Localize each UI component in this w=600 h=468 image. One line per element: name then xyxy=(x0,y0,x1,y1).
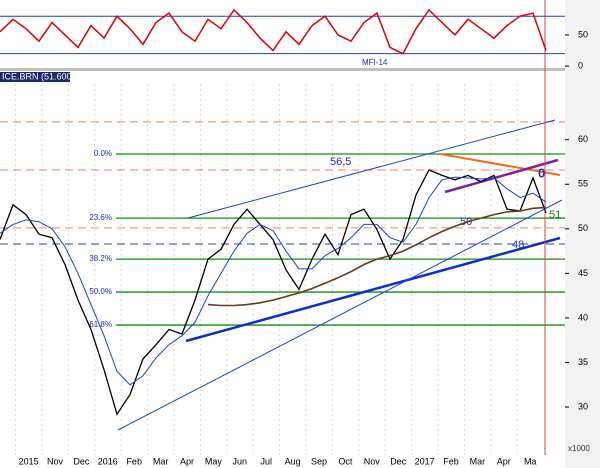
axis-area xyxy=(565,0,600,468)
x-tick-label: Jul xyxy=(260,456,272,466)
mfi-label: MFI-14 xyxy=(362,58,388,67)
fib-label: 23.6% xyxy=(89,213,112,222)
x-tick-label: Nov xyxy=(47,456,64,466)
annotation: 56,5 xyxy=(330,156,351,168)
x-tick-label: Feb xyxy=(126,456,142,466)
x-tick-label: Apr xyxy=(180,456,194,466)
y-tick-label: 0 xyxy=(578,61,583,71)
x-tick-label: Oct xyxy=(338,456,353,466)
y-tick-label: 35 xyxy=(578,357,588,367)
x-tick-label: Aug xyxy=(285,456,301,466)
y-tick-label: 60 xyxy=(578,134,588,144)
x-tick-label: Nov xyxy=(364,456,381,466)
moving-average xyxy=(207,206,547,307)
annotation: 0 xyxy=(538,165,545,180)
header-tag xyxy=(0,72,70,82)
mfi-line xyxy=(0,8,547,55)
x-tick-label: Sep xyxy=(311,456,327,466)
annotation: 51 xyxy=(549,209,561,221)
y-tick-label: 55 xyxy=(578,179,588,189)
y-tick-label: 50 xyxy=(578,223,588,233)
x-tick-label: Jun xyxy=(233,456,248,466)
x-tick-label: Ma xyxy=(524,456,537,466)
fib-label: 61.8% xyxy=(89,320,112,329)
fib-label: 50.0% xyxy=(89,287,112,296)
y-tick-label: 45 xyxy=(578,268,588,278)
header-text: ICE.BRN (51.6000, 51.9200, 51.5000, 51.7… xyxy=(2,71,235,81)
volume-label: x1000 xyxy=(568,444,590,453)
x-tick-label: 2016 xyxy=(98,456,118,466)
panel-divider xyxy=(0,68,565,71)
x-tick-label: Mar xyxy=(470,456,486,466)
y-tick-label: 50 xyxy=(578,29,588,39)
resistance-line xyxy=(439,153,561,176)
annotation: 48 xyxy=(512,239,524,251)
fib-label: 0.0% xyxy=(94,149,112,158)
x-tick-label: Dec xyxy=(390,456,407,466)
x-tick-label: Mar xyxy=(153,456,169,466)
price-line xyxy=(0,169,547,416)
moving-average xyxy=(0,176,547,386)
wedge-line xyxy=(444,158,559,194)
x-tick-label: Apr xyxy=(497,456,511,466)
y-tick-label: 40 xyxy=(578,312,588,322)
channel-top xyxy=(187,119,556,219)
fib-label: 38.2% xyxy=(89,254,112,263)
x-tick-label: 2015 xyxy=(19,456,39,466)
x-tick-label: Dec xyxy=(73,456,90,466)
channel-bottom xyxy=(117,199,563,431)
x-tick-label: 2017 xyxy=(415,456,435,466)
support-line xyxy=(185,236,561,343)
y-tick-label: 30 xyxy=(578,401,588,411)
x-tick-label: Feb xyxy=(443,456,459,466)
x-tick-label: May xyxy=(205,456,223,466)
